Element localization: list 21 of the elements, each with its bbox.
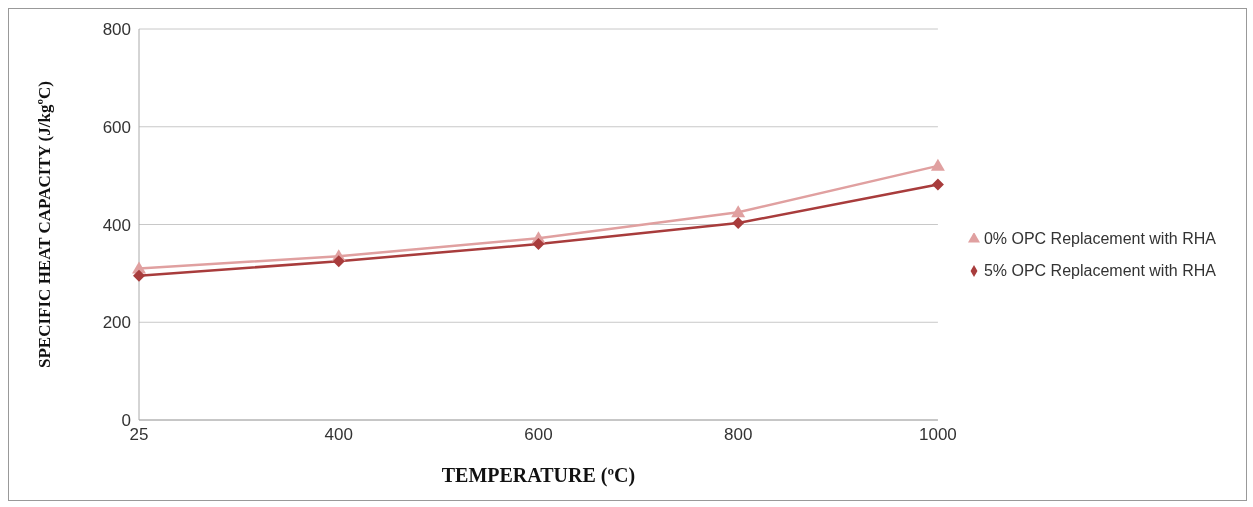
point	[931, 178, 944, 191]
point	[732, 217, 745, 230]
y-tick-label: 200	[102, 313, 131, 333]
y-tick-label: 400	[102, 215, 131, 235]
point	[532, 238, 545, 251]
x-tick-label: 1000	[918, 425, 957, 445]
point	[133, 269, 145, 282]
x-tick-label: 25	[129, 425, 149, 445]
point	[930, 158, 945, 171]
y-tick-label: 600	[102, 117, 131, 137]
point	[332, 255, 345, 268]
x-tick-label: 600	[524, 425, 553, 445]
x-axis-title: TEMPERATURE (ºC)	[441, 464, 636, 487]
x-tick-label: 400	[324, 425, 353, 445]
legend-label: 5% OPC Replacement with RHA	[983, 261, 1216, 279]
y-tick-label: 0	[121, 411, 131, 431]
y-axis-title: SPECIFIC HEAT CAPACITY (J/kgºC)	[35, 81, 55, 368]
legend-label: 0% OPC Replacement with RHA	[983, 229, 1216, 247]
x-tick-label: 800	[723, 425, 753, 445]
point	[731, 205, 746, 218]
y-tick-label: 800	[102, 20, 131, 40]
